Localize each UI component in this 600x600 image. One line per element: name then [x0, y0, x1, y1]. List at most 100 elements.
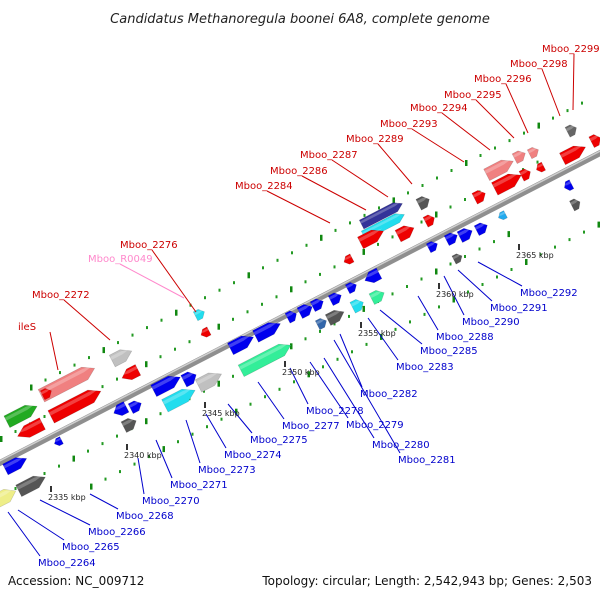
gene-feature[interactable]: [394, 222, 417, 243]
gene-feature[interactable]: [15, 417, 46, 442]
gene-feature[interactable]: [324, 307, 346, 326]
gene-feature[interactable]: [451, 252, 464, 265]
gene-feature[interactable]: [425, 239, 439, 254]
gene-feature[interactable]: [358, 199, 404, 230]
gene-feature[interactable]: [119, 364, 142, 384]
gene-label[interactable]: Mboo_2277: [282, 421, 340, 432]
gene-feature[interactable]: [342, 253, 355, 266]
gene-label[interactable]: Mboo_2295: [444, 90, 502, 101]
gene-label[interactable]: Mboo_2264: [38, 558, 96, 569]
gene-feature[interactable]: [252, 318, 284, 343]
gene-feature[interactable]: [357, 225, 386, 250]
gene-feature[interactable]: [53, 436, 64, 448]
scale-tick: [464, 198, 466, 201]
gene-label[interactable]: ileS: [18, 322, 36, 333]
gene-feature[interactable]: [526, 145, 540, 160]
gene-label[interactable]: Mboo_2296: [474, 74, 532, 85]
gene-feature[interactable]: [473, 220, 490, 237]
gene-label[interactable]: Mboo_2290: [462, 317, 520, 328]
gene-label[interactable]: Mboo_2283: [396, 362, 454, 373]
gene-feature[interactable]: [111, 401, 130, 418]
gene-feature[interactable]: [0, 485, 19, 508]
gene-feature[interactable]: [483, 155, 517, 182]
gene-label[interactable]: Mboo_2270: [142, 496, 200, 507]
gene-feature[interactable]: [497, 210, 508, 222]
gene-feature[interactable]: [327, 290, 344, 307]
gene-feature-shine: [40, 388, 51, 395]
gene-feature[interactable]: [2, 453, 30, 476]
gene-feature[interactable]: [199, 326, 212, 339]
gene-feature[interactable]: [237, 339, 294, 378]
gene-feature[interactable]: [39, 386, 53, 401]
gene-label[interactable]: Mboo_2273: [198, 465, 256, 476]
gene-feature[interactable]: [180, 369, 199, 388]
gene-label[interactable]: Mboo_2299: [542, 44, 600, 55]
leader-line: [367, 317, 399, 361]
gene-feature[interactable]: [309, 296, 326, 313]
scale-tick: [362, 305, 365, 312]
gene-feature[interactable]: [415, 194, 432, 211]
leader-line: [155, 439, 173, 479]
gene-feature[interactable]: [362, 267, 383, 286]
gene-feature[interactable]: [564, 123, 579, 138]
gene-label[interactable]: Mboo_2289: [346, 134, 404, 145]
gene-label[interactable]: Mboo_2280: [372, 440, 430, 451]
gene-feature[interactable]: [559, 141, 588, 166]
gene-label[interactable]: Mboo_2282: [360, 389, 418, 400]
gene-label[interactable]: Mboo_2288: [436, 332, 494, 343]
gene-feature[interactable]: [456, 225, 475, 243]
gene-feature[interactable]: [491, 169, 524, 196]
gene-feature[interactable]: [3, 400, 40, 428]
gene-feature[interactable]: [569, 197, 582, 212]
gene-feature[interactable]: [194, 368, 225, 393]
gene-label[interactable]: Mboo_2294: [410, 103, 468, 114]
gene-label[interactable]: Mboo_2271: [170, 480, 228, 491]
gene-feature[interactable]: [227, 331, 256, 356]
gene-feature[interactable]: [47, 385, 104, 424]
gene-feature[interactable]: [511, 148, 528, 165]
gene-label[interactable]: Mboo_2274: [224, 450, 282, 461]
gene-feature[interactable]: [192, 307, 206, 322]
gene-label[interactable]: Mboo_2292: [520, 288, 578, 299]
gene-feature[interactable]: [422, 213, 437, 228]
scale-tick: [568, 238, 571, 242]
gene-feature[interactable]: [349, 297, 366, 314]
gene-feature[interactable]: [15, 471, 49, 498]
gene-label[interactable]: Mboo_2268: [116, 511, 174, 522]
gene-feature[interactable]: [37, 362, 98, 403]
gene-feature[interactable]: [368, 287, 387, 305]
scale-tick: [133, 462, 136, 466]
gene-feature[interactable]: [443, 230, 460, 247]
gene-label[interactable]: Mboo_2265: [62, 542, 120, 553]
gene-label[interactable]: Mboo_2276: [120, 240, 178, 251]
scale-tick: [581, 101, 583, 105]
gene-feature[interactable]: [127, 398, 144, 415]
scale-tick: [452, 296, 455, 303]
gene-feature[interactable]: [518, 167, 533, 182]
gene-label[interactable]: Mboo_2275: [250, 435, 308, 446]
gene-label[interactable]: Mboo_2278: [306, 406, 364, 417]
gene-label[interactable]: Mboo_2286: [270, 166, 328, 177]
gene-label[interactable]: Mboo_2272: [32, 290, 90, 301]
gene-feature[interactable]: [120, 415, 139, 433]
gene-feature[interactable]: [284, 309, 299, 324]
gene-label[interactable]: Mboo_2281: [398, 455, 456, 466]
gene-feature[interactable]: [296, 301, 315, 319]
gene-label[interactable]: Mboo_2279: [346, 420, 404, 431]
gene-feature[interactable]: [108, 345, 135, 368]
gene-feature[interactable]: [562, 179, 575, 193]
gene-label[interactable]: Mboo_2298: [510, 59, 568, 70]
gene-feature[interactable]: [161, 384, 199, 413]
gene-label[interactable]: Mboo_2285: [420, 346, 478, 357]
gene-label[interactable]: Mboo_2266: [88, 527, 146, 538]
gene-label[interactable]: Mboo_2284: [235, 181, 293, 192]
gene-label[interactable]: Mboo_R0049: [88, 254, 153, 265]
gene-label[interactable]: Mboo_2291: [490, 303, 548, 314]
gene-feature[interactable]: [344, 280, 358, 295]
gene-label[interactable]: Mboo_2293: [380, 119, 438, 130]
gene-feature[interactable]: [471, 188, 488, 205]
gene-label[interactable]: Mboo_2287: [300, 150, 358, 161]
gene-feature[interactable]: [534, 161, 547, 174]
gene-feature[interactable]: [150, 371, 184, 398]
gene-feature[interactable]: [314, 316, 328, 331]
